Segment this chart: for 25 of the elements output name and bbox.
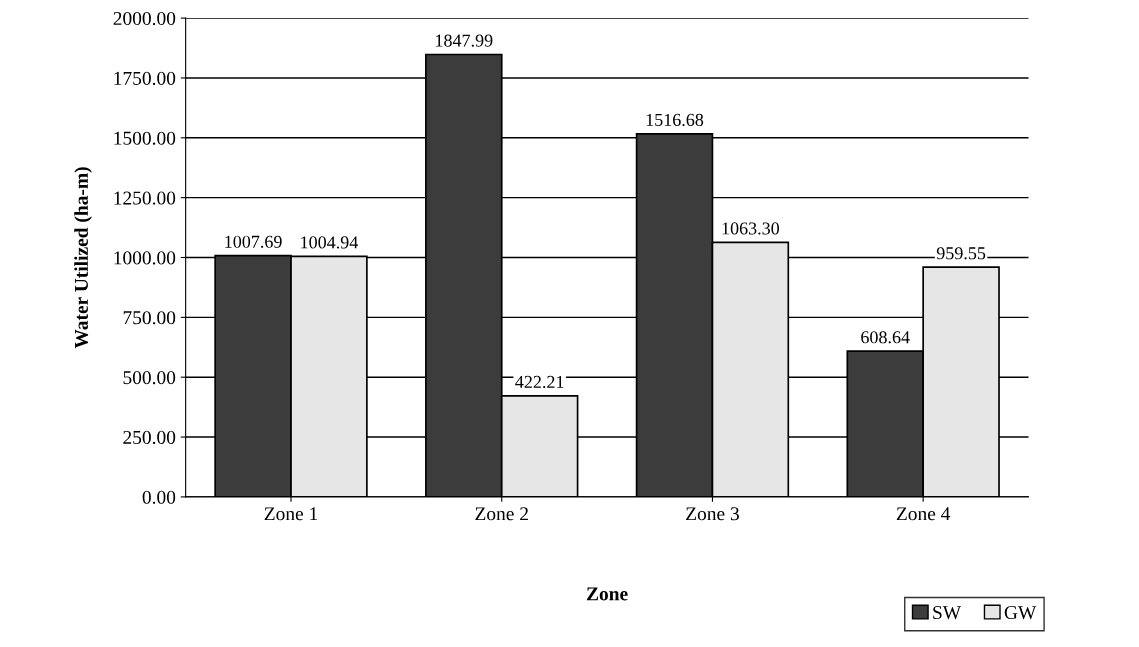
- text: 422.21: [515, 375, 564, 389]
- text: 959.55: [936, 247, 986, 260]
- text: 1847.99: [436, 34, 493, 47]
- text: 1516.68: [646, 113, 704, 127]
- y-tick-label: 1750.00: [114, 71, 176, 85]
- y-tick-label: 750.00: [123, 311, 176, 325]
- x-axis-title: Zone: [586, 587, 628, 601]
- y-tick-label: 2000.00: [113, 11, 176, 26]
- y-tick-label: 0.00: [142, 490, 176, 504]
- text: 1004.94: [301, 236, 358, 249]
- text: 1063.30: [722, 222, 780, 235]
- y-tick-label: 1500.00: [114, 131, 176, 145]
- y-tick-label: 500.00: [123, 371, 176, 385]
- y-tick-label: 1000.00: [114, 251, 176, 265]
- x-tick-label: Zone 1: [264, 507, 318, 521]
- legend-label: SW: [933, 606, 962, 620]
- x-tick-label: Zone 3: [686, 507, 739, 521]
- x-tick-label: Zone 2: [475, 507, 528, 521]
- y-axis-title: Water Utilized (ha-m): [74, 167, 92, 349]
- x-tick-label: Zone 4: [896, 507, 951, 521]
- text: 608.64: [861, 331, 910, 344]
- legend-label: GW: [1004, 606, 1037, 620]
- y-tick-label: 250.00: [123, 430, 176, 445]
- y-tick-label: 1250.00: [114, 191, 176, 205]
- text: 1007.69: [225, 235, 282, 248]
